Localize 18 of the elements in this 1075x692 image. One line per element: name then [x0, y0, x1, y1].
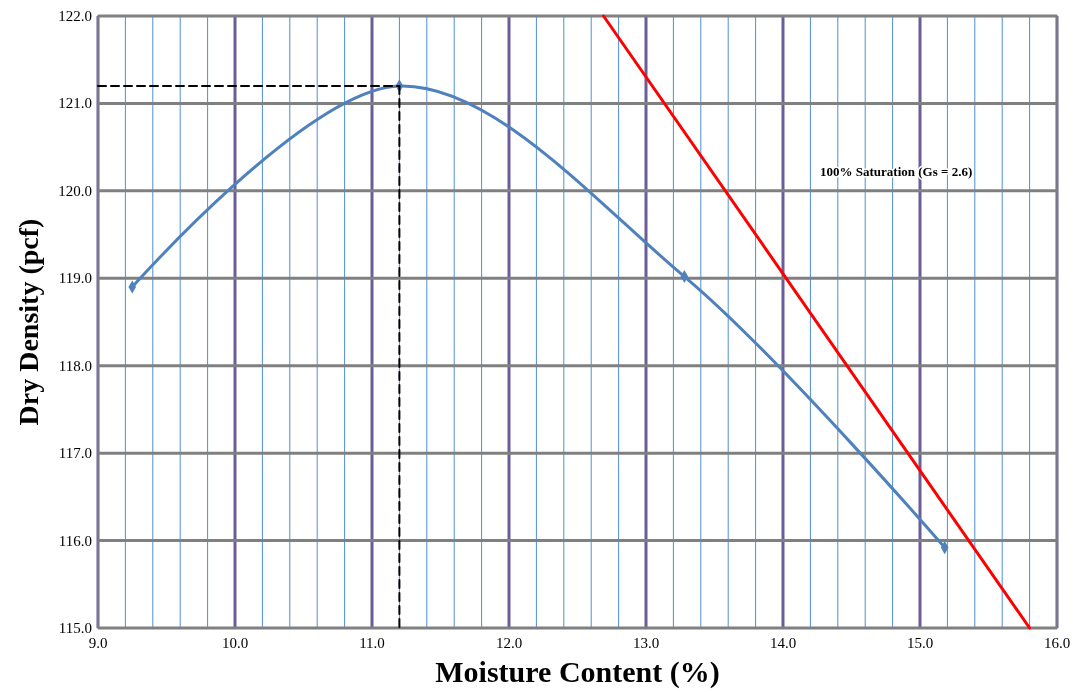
y-tick-label: 120.0 — [58, 182, 92, 199]
y-tick-label: 117.0 — [58, 445, 92, 462]
x-tick-label: 14.0 — [769, 635, 797, 651]
y-tick-label: 121.0 — [58, 95, 92, 112]
y-tick-label: 116.0 — [58, 532, 92, 549]
y-tick-label: 122.0 — [58, 8, 92, 24]
y-tick-label: 115.0 — [58, 620, 92, 636]
y-tick-label: 119.0 — [58, 270, 92, 287]
x-tick-label: 11.0 — [359, 635, 385, 651]
y-axis-title: Dry Density (pcf) — [13, 218, 44, 426]
x-tick-label: 13.0 — [632, 635, 660, 651]
x-tick-label: 15.0 — [906, 635, 934, 651]
x-tick-label: 16.0 — [1043, 635, 1071, 651]
x-tick-label: 12.0 — [495, 635, 523, 651]
x-tick-label: 10.0 — [221, 635, 249, 651]
x-axis-title: Moisture Content (%) — [435, 655, 720, 689]
x-tick-label: 9.0 — [88, 635, 108, 651]
y-tick-label: 118.0 — [58, 357, 92, 374]
